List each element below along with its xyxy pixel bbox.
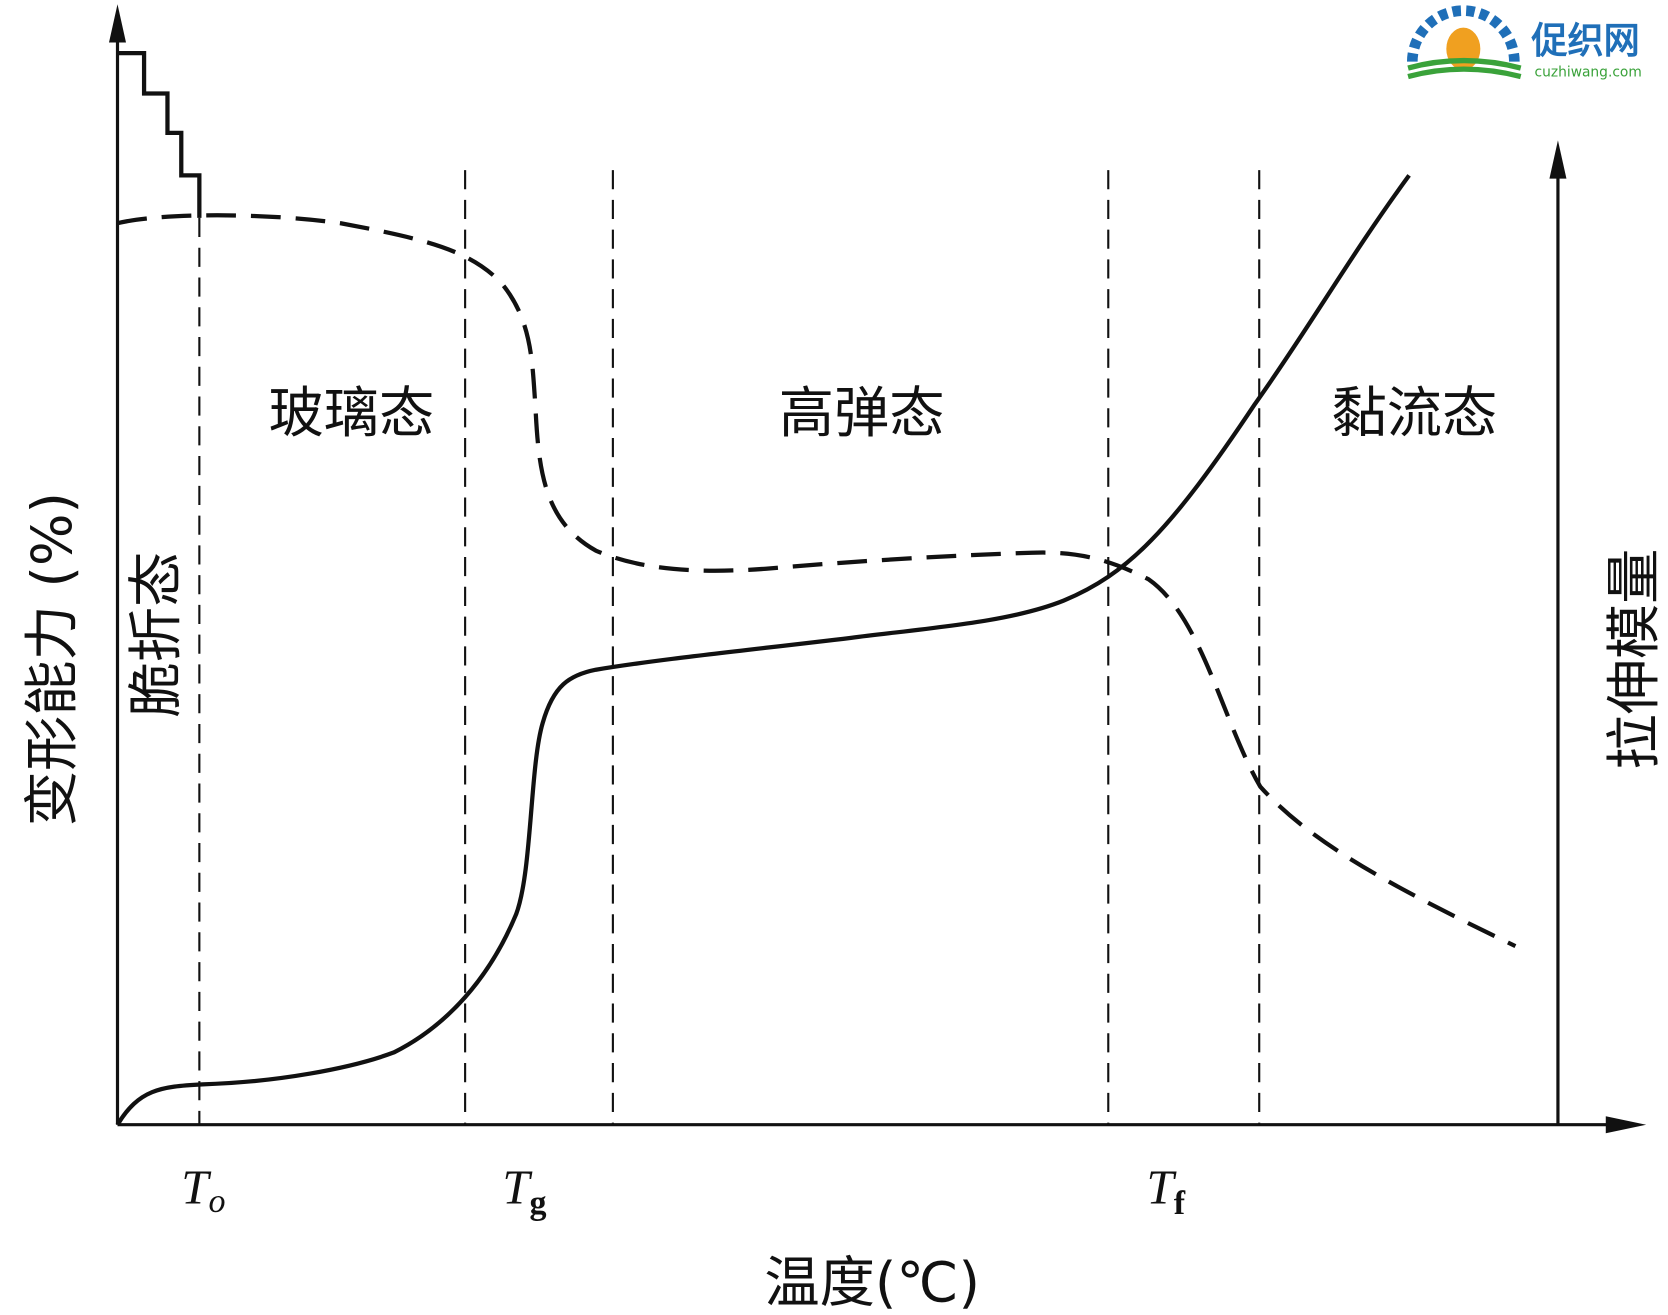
subscript: g	[530, 1185, 547, 1222]
logo-url: cuzhiwang.com	[1535, 65, 1642, 81]
symbol: T	[1147, 1159, 1178, 1214]
temperature-label: Tf	[1147, 1159, 1186, 1222]
arrow	[1549, 140, 1567, 179]
temperature-label: To	[181, 1159, 225, 1220]
x-label: 温度(℃)	[764, 1251, 980, 1315]
region-label: 黏流态	[1332, 382, 1498, 446]
symbol: T	[502, 1159, 533, 1214]
y-left-label: 变形能力 (%)	[21, 492, 85, 826]
y-right-label: 拉伸模量	[1603, 549, 1667, 770]
logo-name: 促织网	[1530, 19, 1639, 62]
modulus-curve	[116, 213, 1517, 949]
arrow	[108, 4, 127, 43]
brittle-curve	[117, 51, 202, 218]
region-label: 高弹态	[779, 382, 945, 446]
region-label: 脆折态	[125, 552, 189, 718]
arrow	[1605, 1116, 1647, 1134]
region-label: 玻璃态	[268, 382, 434, 446]
subscript: o	[208, 1183, 225, 1220]
logo: 促织网 cuzhiwang.com	[1406, 5, 1642, 81]
symbol: T	[181, 1159, 212, 1214]
deformation-curve	[115, 174, 1411, 1126]
temperature-label: Tg	[502, 1159, 546, 1222]
subscript: f	[1174, 1185, 1186, 1222]
